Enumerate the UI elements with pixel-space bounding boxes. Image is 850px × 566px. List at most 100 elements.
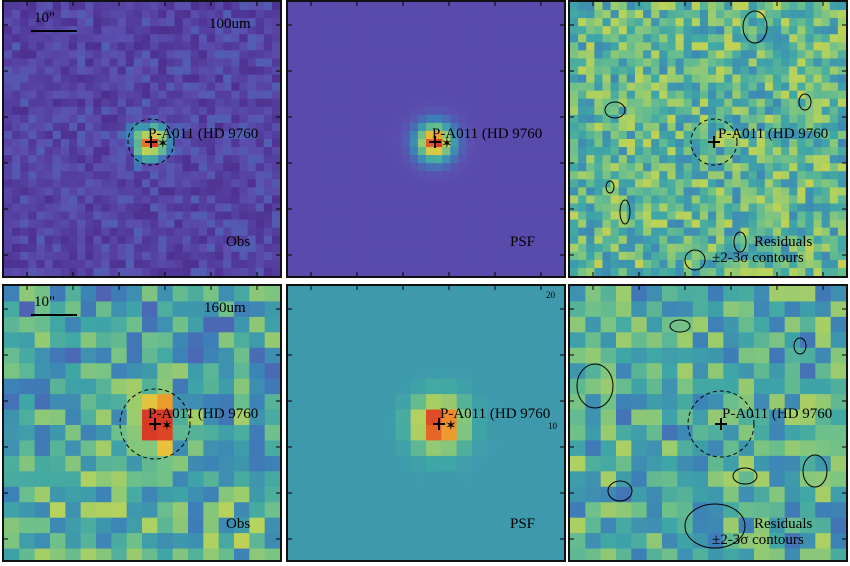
pixel-cell [336,10,346,19]
pixel-cell [466,195,476,205]
pixel-cell [271,251,280,261]
pixel-cell [166,114,176,124]
pixel-cell [93,243,103,253]
pixel-cell [12,219,21,229]
pixel-cell [699,195,709,205]
pixel-cell [738,316,755,333]
pixel-cell [507,34,516,43]
pixel-cell [531,203,541,213]
pixel-cell [764,259,774,269]
pixel-cell [166,66,176,76]
pixel-cell [4,42,13,51]
pixel-cell [93,106,103,116]
pixel-cell [352,122,362,132]
pixel-cell [691,259,701,269]
pixel-cell [626,211,636,221]
pixel-cell [586,34,595,43]
pixel-cell [166,106,176,116]
pixel-cell [482,251,492,261]
pixel-cell [586,122,595,132]
pixel-cell [716,90,725,100]
pixel-cell [634,34,644,43]
pixel-cell [769,347,786,364]
pixel-cell [662,332,678,349]
pixel-cell [172,486,189,503]
pixel-cell [203,409,220,426]
pixel-cell [456,409,473,426]
pixel-cell [533,502,550,519]
pixel-cell [50,286,66,303]
pixel-cell [223,10,232,19]
pixel-cell [805,219,815,229]
pixel-cell [618,243,628,253]
pixel-cell [646,394,663,411]
pixel-cell [288,90,297,100]
pixel-cell [784,394,801,411]
pixel-cell [93,171,103,180]
pixel-cell [304,10,313,19]
pixel-cell [610,106,620,116]
pixel-cell [395,286,412,303]
pixel-cell [68,10,78,19]
pixel-cell [68,106,78,116]
pixel-cell [716,219,725,229]
pixel-cell [662,486,678,503]
pixel-cell [344,50,354,60]
pixel-cell [539,106,549,116]
pixel-cell [724,171,733,180]
pixel-cell [691,235,701,245]
pixel-cell [667,90,677,100]
pixel-cell [239,235,249,245]
pixel-cell [174,259,184,269]
pixel-cell [68,122,78,132]
pixel-cell [531,18,541,27]
pixel-cell [426,18,435,27]
pixel-cell [548,455,564,472]
pixel-cell [570,259,579,269]
pixel-cell [764,187,774,197]
pixel-cell [111,425,128,442]
pixel-cell [12,98,21,108]
pixel-cell [610,187,620,197]
pixel-cell [434,34,443,43]
pixel-cell [52,66,62,76]
pixel-cell [68,219,78,229]
pixel-cell [166,179,176,188]
pixel-cell [52,74,62,84]
pixel-cell [547,114,557,124]
pixel-cell [401,50,411,60]
source-label: P-A011 (HD 9760 [432,126,543,142]
pixel-cell [142,227,151,237]
pixel-cell [797,82,807,92]
pixel-cell [578,82,587,92]
pixel-cell [450,42,460,51]
pixel-cell [830,486,846,503]
pixel-cell [101,114,111,124]
pixel-cell [523,114,533,124]
pixel-cell [93,18,103,27]
pixel-cell [450,114,460,124]
pixel-cell [182,90,192,100]
pixel-cell [482,259,492,269]
pixel-cell [586,147,595,156]
pixel-cell [781,235,790,245]
pixel-cell [142,122,151,132]
pixel-cell [708,50,717,60]
pixel-cell [507,42,516,51]
pixel-cell [667,243,677,253]
pixel-cell [125,251,135,261]
pixel-cell [594,147,604,156]
pixel-cell [166,90,176,100]
pixel-cell [797,18,807,27]
pixel-cell [764,155,774,164]
pixel-cell [182,50,192,60]
pixel-cell [667,171,677,180]
pixel-cell [157,286,174,303]
pixel-cell [172,394,189,411]
pixel-cell [426,219,435,229]
pixel-cell [28,50,38,60]
pixel-cell [198,98,208,108]
pixel-cell [369,211,378,221]
pixel-cell [699,171,709,180]
pixel-cell [732,267,742,276]
